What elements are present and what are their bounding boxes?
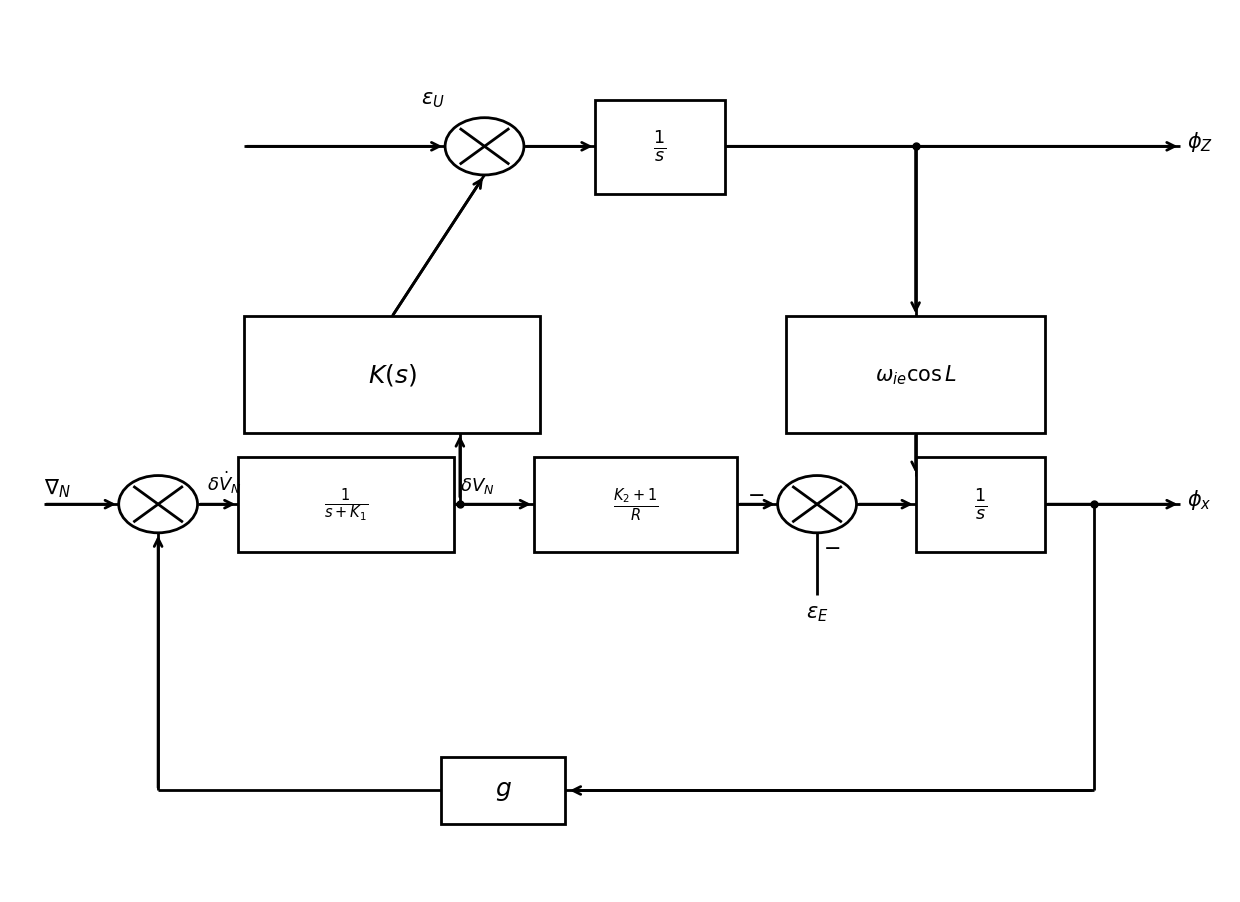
FancyBboxPatch shape [238, 457, 454, 552]
FancyBboxPatch shape [441, 758, 564, 824]
FancyBboxPatch shape [786, 317, 1045, 433]
FancyBboxPatch shape [915, 457, 1045, 552]
Text: $\frac{1}{s+K_1}$: $\frac{1}{s+K_1}$ [324, 486, 368, 523]
Text: $\frac{1}{s}$: $\frac{1}{s}$ [653, 130, 667, 165]
Text: $\varepsilon_U$: $\varepsilon_U$ [420, 89, 445, 110]
Text: $K(s)$: $K(s)$ [368, 362, 417, 388]
Text: $-$: $-$ [823, 537, 841, 557]
Text: $\delta\dot{V}_N$: $\delta\dot{V}_N$ [207, 469, 242, 496]
Text: $\omega_{ie}\cos L$: $\omega_{ie}\cos L$ [874, 364, 956, 387]
Text: $g$: $g$ [495, 778, 511, 803]
Text: $\frac{1}{s}$: $\frac{1}{s}$ [973, 487, 987, 522]
FancyBboxPatch shape [244, 317, 539, 433]
Text: $\varepsilon_E$: $\varepsilon_E$ [806, 603, 828, 623]
Text: $\phi_x$: $\phi_x$ [1187, 487, 1211, 511]
Text: $\delta V_N$: $\delta V_N$ [460, 475, 495, 496]
Text: $\phi_Z$: $\phi_Z$ [1187, 130, 1213, 153]
FancyBboxPatch shape [533, 457, 737, 552]
Text: $\nabla_N$: $\nabla_N$ [43, 476, 71, 500]
Text: $\frac{K_2+1}{R}$: $\frac{K_2+1}{R}$ [613, 486, 658, 523]
FancyBboxPatch shape [595, 101, 724, 195]
Text: $-$: $-$ [746, 483, 764, 504]
